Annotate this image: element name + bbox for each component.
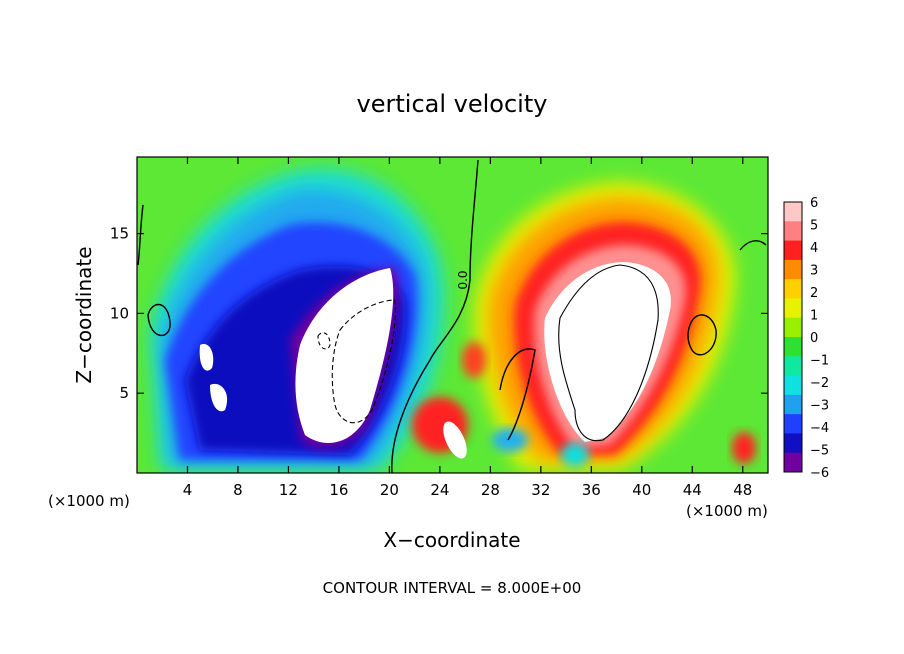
x-axis: 4 8 12 16 20 24 28 32 36 40 44 48 <box>183 157 752 499</box>
y-tick-label: 15 <box>110 225 129 243</box>
colorbar-swatch <box>784 221 802 242</box>
colorbar-swatch <box>784 240 802 261</box>
colorbar: 6 5 4 3 2 1 0 −1 −2 −3 −4 −5 −6 <box>783 196 829 481</box>
x-tick-label: 44 <box>683 481 702 499</box>
colorbar-tick-label: 1 <box>810 309 818 324</box>
x-tick-label: 16 <box>329 481 348 499</box>
colorbar-swatch <box>784 317 802 338</box>
colorbar-tick-label: 6 <box>810 196 818 211</box>
colorbar-swatch <box>784 259 802 280</box>
chart-title: vertical velocity <box>357 90 548 118</box>
plot-frame <box>136 156 769 474</box>
x-tick-label: 36 <box>582 481 601 499</box>
downdraft-region <box>150 168 445 470</box>
colorbar-tick-label: 3 <box>810 264 818 279</box>
colorbar-swatch <box>784 375 802 396</box>
y-tick-label: 5 <box>119 384 129 402</box>
colorbar-tick-label: −1 <box>810 354 829 369</box>
y-axis: 5 10 15 <box>110 225 768 402</box>
low-level-cells <box>412 342 756 467</box>
x-tick-label: 28 <box>481 481 500 499</box>
x-tick-label: 4 <box>183 481 193 499</box>
x-tick-label: 8 <box>233 481 243 499</box>
colorbar-tick-label: −6 <box>810 466 829 481</box>
x-tick-label: 32 <box>531 481 550 499</box>
y-tick-label: 10 <box>110 304 129 322</box>
colorbar-tick-label: 4 <box>810 241 818 256</box>
colorbar-swatch <box>784 433 802 454</box>
contour-interval-note: CONTOUR INTERVAL = 8.000E+00 <box>323 579 582 597</box>
colorbar-tick-label: 5 <box>810 219 818 234</box>
colorbar-swatch <box>784 279 802 299</box>
colorbar-tick-label: −4 <box>810 421 829 436</box>
colorbar-swatch <box>784 414 802 434</box>
colorbar-tick-label: −5 <box>810 444 829 459</box>
updraft-region <box>474 182 735 470</box>
x-tick-label: 12 <box>279 481 298 499</box>
colorbar-frame <box>783 201 803 473</box>
colorbar-swatch <box>784 452 802 473</box>
colorbar-swatch <box>784 202 802 222</box>
x-axis-title: X−coordinate <box>383 528 520 552</box>
x-units-right: (×1000 m) <box>686 502 768 520</box>
colorbar-tick-label: 2 <box>810 286 818 301</box>
x-tick-label: 24 <box>430 481 449 499</box>
colorbar-swatch <box>784 394 802 415</box>
colorbar-tick-label: −2 <box>810 376 829 391</box>
x-units-left: (×1000 m) <box>48 492 130 510</box>
colorbar-tick-label: 0 <box>810 331 818 346</box>
y-axis-title: Z−coordinate <box>72 246 96 383</box>
contour-label: 0.0 <box>456 270 470 289</box>
colorbar-swatch <box>784 337 802 357</box>
x-tick-label: 20 <box>380 481 399 499</box>
contour-lines <box>137 159 767 473</box>
colorbar-swatch <box>784 356 802 377</box>
colorbar-tick-label: −3 <box>810 399 829 414</box>
plot-area: 0.0 <box>137 157 768 473</box>
x-tick-label: 40 <box>632 481 651 499</box>
x-tick-label: 48 <box>733 481 752 499</box>
colorbar-swatch <box>784 298 802 319</box>
